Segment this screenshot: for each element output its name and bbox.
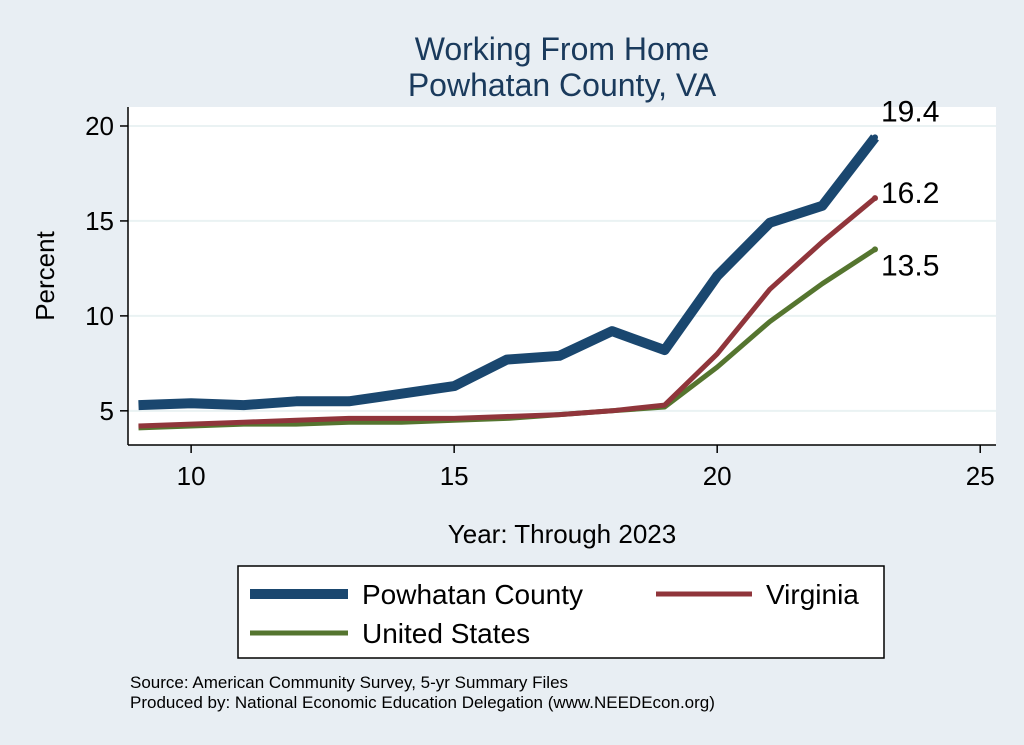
chart-title: Working From Home — [415, 31, 710, 67]
legend-label-united-states: United States — [362, 618, 530, 649]
end-point-virginia — [872, 195, 879, 202]
end-label-virginia: 16.2 — [881, 177, 939, 210]
axes: 5 10 15 20 10 15 20 25 — [85, 107, 996, 491]
chart-subtitle: Powhatan County, VA — [408, 67, 717, 103]
series-lines — [138, 134, 879, 431]
x-tick-label: 10 — [177, 461, 206, 491]
end-labels: 13.5 16.2 19.4 — [881, 95, 939, 282]
legend-box — [237, 565, 885, 659]
end-point-united-states — [872, 246, 879, 253]
end-label-united-states: 13.5 — [881, 249, 939, 282]
plot-area — [128, 107, 996, 445]
x-tick-label: 25 — [966, 461, 995, 491]
y-tick-label: 10 — [85, 301, 114, 331]
producer-note: Produced by: National Economic Education… — [130, 693, 715, 712]
end-label-powhatan-county: 19.4 — [881, 95, 939, 128]
series-line-powhatan-county — [138, 134, 879, 411]
y-tick-label: 20 — [85, 111, 114, 141]
source-note: Source: American Community Survey, 5-yr … — [130, 673, 568, 692]
end-point-powhatan-county — [872, 134, 879, 141]
x-axis-title: Year: Through 2023 — [448, 519, 676, 549]
legend-label-virginia: Virginia — [766, 579, 859, 610]
series-line-virginia — [138, 196, 877, 429]
y-tick-label: 15 — [85, 206, 114, 236]
y-tick-label: 5 — [100, 396, 114, 426]
legend: Powhatan County Virginia United States — [237, 565, 885, 659]
x-tick-label: 15 — [440, 461, 469, 491]
y-axis-title: Percent — [30, 230, 60, 320]
legend-label-powhatan-county: Powhatan County — [362, 579, 583, 610]
x-tick-label: 20 — [703, 461, 732, 491]
gridlines — [128, 124, 996, 412]
